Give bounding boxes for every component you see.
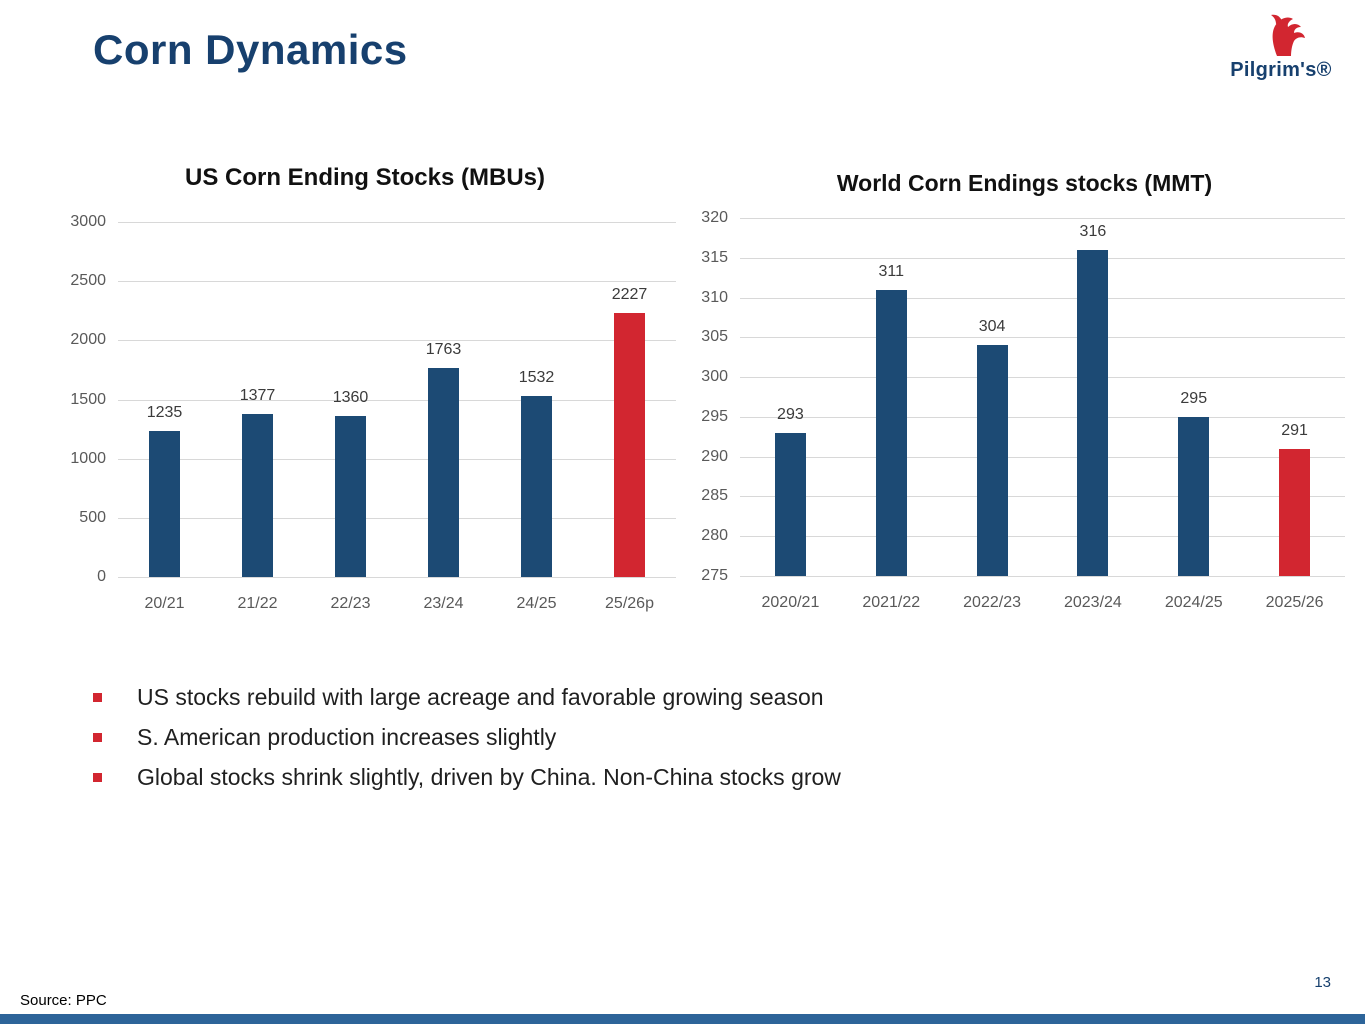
gridline bbox=[118, 517, 676, 519]
bar-23/24 bbox=[428, 368, 459, 577]
gridline bbox=[740, 416, 1345, 418]
bar-2025/26 bbox=[1279, 448, 1311, 576]
y-axis-tick: 300 bbox=[701, 368, 728, 386]
x-axis-label: 25/26p bbox=[605, 595, 654, 612]
bar-25/26p bbox=[614, 313, 645, 577]
bar-2024/25 bbox=[1178, 416, 1210, 576]
y-axis-tick: 275 bbox=[701, 567, 728, 584]
bar-value-label: 1360 bbox=[332, 389, 369, 407]
bar-value-label: 311 bbox=[878, 262, 904, 280]
x-axis-label: 23/24 bbox=[423, 595, 464, 612]
gridline bbox=[118, 340, 676, 342]
y-axis-tick: 1000 bbox=[70, 449, 106, 467]
pilgrims-logo: Pilgrim's® bbox=[1221, 12, 1341, 82]
chart-title: US Corn Ending Stocks (MBUs) bbox=[184, 164, 545, 191]
gridline bbox=[740, 257, 1345, 259]
world-corn-ending-stocks-chart: World Corn Endings stocks (MMT) 275 280 28… bbox=[692, 156, 1357, 642]
list-item: US stocks rebuild with large acreage and… bbox=[93, 684, 841, 711]
x-axis-label: 20/21 bbox=[144, 595, 185, 612]
footer-accent-bar bbox=[0, 1014, 1365, 1024]
bullet-text: Global stocks shrink slightly, driven by… bbox=[137, 764, 841, 790]
gridline bbox=[740, 218, 1345, 219]
us-corn-ending-stocks-chart: US Corn Ending Stocks (MBUs) 0 500 1000 150… bbox=[40, 156, 690, 642]
bar-value-label: 295 bbox=[1180, 389, 1208, 407]
gridline bbox=[118, 458, 676, 460]
gridline bbox=[740, 377, 1345, 379]
y-axis-tick: 320 bbox=[701, 209, 728, 226]
y-axis-tick: 280 bbox=[701, 527, 728, 545]
bar-value-label: 2227 bbox=[611, 286, 648, 304]
bar-2020/21 bbox=[774, 432, 806, 576]
gridline bbox=[118, 399, 676, 401]
bullet-list: US stocks rebuild with large acreage and… bbox=[93, 684, 841, 791]
y-axis-tick: 285 bbox=[701, 487, 728, 505]
bar-value-label: 304 bbox=[978, 318, 1006, 336]
bar-22/23 bbox=[335, 416, 366, 577]
y-axis-tick: 3000 bbox=[70, 213, 106, 230]
pilgrims-rooster-icon bbox=[1271, 14, 1305, 56]
y-axis-tick: 315 bbox=[701, 248, 728, 266]
x-axis-label: 2020/21 bbox=[761, 594, 820, 611]
x-axis-label: 2022/23 bbox=[963, 594, 1021, 611]
gridline bbox=[118, 577, 676, 578]
bar-value-label: 1235 bbox=[146, 403, 183, 421]
gridline bbox=[740, 536, 1345, 538]
bar-2023/24 bbox=[1077, 249, 1109, 576]
bar-value-label: 293 bbox=[777, 405, 804, 423]
bar-value-label: 316 bbox=[1079, 222, 1107, 240]
x-axis-label: 2024/25 bbox=[1164, 594, 1223, 611]
y-axis-tick: 1500 bbox=[70, 390, 106, 408]
chart-title: World Corn Endings stocks (MMT) bbox=[836, 170, 1213, 196]
y-axis-tick: 2500 bbox=[70, 272, 106, 290]
bar-24/25 bbox=[521, 395, 552, 577]
bar-20/21 bbox=[149, 430, 180, 577]
x-axis-label: 22/23 bbox=[330, 595, 371, 612]
page-number: 13 bbox=[1314, 974, 1331, 991]
source-note: Source: PPC bbox=[20, 992, 107, 1009]
y-axis-tick: 500 bbox=[79, 508, 106, 526]
x-axis-label: 21/22 bbox=[237, 595, 278, 612]
gridline bbox=[740, 576, 1345, 577]
gridline bbox=[740, 297, 1345, 299]
slide-title: Corn Dynamics bbox=[93, 26, 408, 73]
x-axis-label: 2023/24 bbox=[1063, 594, 1122, 611]
bullet-text: S. American production increases slightl… bbox=[137, 724, 557, 750]
y-axis-tick: 310 bbox=[701, 288, 728, 306]
x-axis-label: 2021/22 bbox=[862, 594, 921, 611]
chart-plot-area: 275 280 285 290 295 300 305 310 315 320 293 2020/21… bbox=[701, 209, 1345, 611]
list-item: S. American production increases slightl… bbox=[93, 724, 841, 751]
gridline bbox=[118, 281, 676, 283]
x-axis-label: 2025/26 bbox=[1265, 594, 1324, 611]
list-item: Global stocks shrink slightly, driven by… bbox=[93, 764, 841, 791]
bar-21/22 bbox=[242, 414, 273, 577]
bar-value-label: 1532 bbox=[518, 368, 555, 386]
bar-value-label: 1763 bbox=[425, 341, 462, 359]
bullet-text: US stocks rebuild with large acreage and… bbox=[137, 684, 824, 710]
bar-value-label: 291 bbox=[1281, 421, 1308, 439]
y-axis-tick: 295 bbox=[701, 407, 728, 425]
bullet-square-icon bbox=[93, 773, 102, 782]
gridline bbox=[740, 337, 1345, 339]
y-axis-tick: 305 bbox=[701, 328, 728, 346]
bar-value-label: 1377 bbox=[239, 387, 276, 405]
y-axis-tick: 290 bbox=[701, 447, 728, 465]
gridline bbox=[118, 222, 676, 223]
chart-plot-area: 0 500 1000 1500 2000 2500 3000 1235 20/21 1377 21/… bbox=[70, 213, 676, 612]
bar-2021/22 bbox=[875, 289, 907, 576]
gridline bbox=[740, 496, 1345, 498]
bullet-square-icon bbox=[93, 733, 102, 742]
pilgrims-logo-text: Pilgrim's® bbox=[1230, 59, 1332, 81]
bar-2022/23 bbox=[976, 345, 1008, 576]
gridline bbox=[740, 456, 1345, 458]
y-axis-tick: 2000 bbox=[70, 331, 106, 349]
x-axis-label: 24/25 bbox=[516, 595, 557, 612]
bullet-square-icon bbox=[93, 693, 102, 702]
y-axis-tick: 0 bbox=[97, 568, 106, 585]
